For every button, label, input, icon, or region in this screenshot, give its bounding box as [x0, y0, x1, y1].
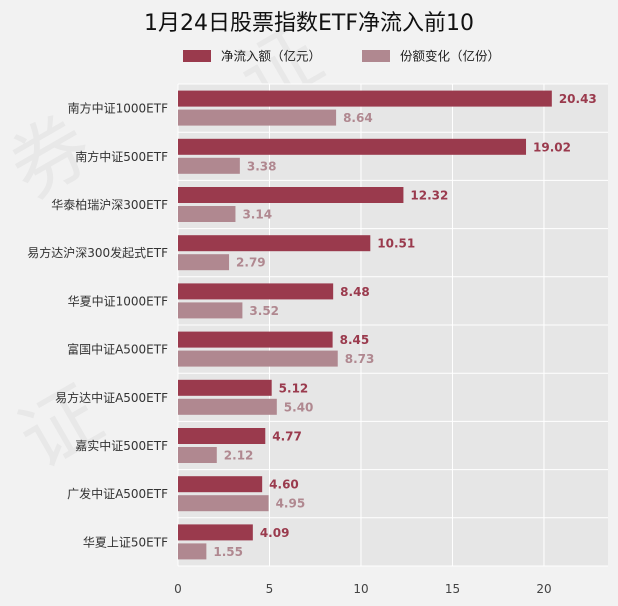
bar-net-inflow: [178, 476, 263, 493]
value-label-share-change: 3.52: [249, 304, 279, 318]
bar-share-change: [178, 350, 338, 367]
value-label-net-inflow: 20.43: [559, 92, 597, 106]
value-label-net-inflow: 4.09: [260, 526, 290, 540]
bar-share-change: [178, 543, 207, 560]
x-tick-label: 0: [174, 582, 182, 596]
bar-net-inflow: [178, 283, 334, 300]
category-label: 广发中证A500ETF: [67, 486, 168, 501]
legend-swatch-net-inflow: [183, 50, 211, 62]
bar-share-change: [178, 398, 277, 415]
category-label: 易方达中证A500ETF: [55, 390, 168, 405]
value-label-net-inflow: 12.32: [410, 189, 448, 203]
bar-net-inflow: [178, 524, 253, 541]
value-label-share-change: 3.14: [242, 208, 272, 222]
x-tick-label: 5: [266, 582, 274, 596]
grid: [177, 83, 608, 567]
category-label: 嘉实中证500ETF: [75, 438, 168, 453]
bar-net-inflow: [178, 187, 404, 203]
category-label: 南方中证500ETF: [75, 149, 168, 164]
category-labels: 南方中证1000ETF 南方中证500ETF 华泰柏瑞沪深300ETF 易方达沪深30…: [27, 101, 168, 550]
x-tick-label: 10: [353, 582, 368, 596]
value-label-net-inflow: 19.02: [533, 140, 571, 154]
legend-label-net-inflow: 净流入额（亿元）: [221, 49, 321, 64]
value-label-share-change: 8.73: [345, 352, 375, 366]
bar-share-change: [178, 495, 269, 512]
value-label-net-inflow: 5.12: [279, 381, 309, 395]
value-labels: 20.43 8.64 19.02 3.38 12.32 3.14 10.51 2.79 8.48…: [213, 92, 596, 559]
value-label-net-inflow: 4.60: [269, 478, 299, 492]
value-label-net-inflow: 8.45: [340, 333, 370, 347]
value-label-share-change: 2.12: [224, 449, 254, 463]
category-label: 华夏上证50ETF: [83, 535, 168, 549]
value-label-share-change: 4.95: [276, 497, 306, 511]
value-label-share-change: 3.38: [247, 159, 277, 173]
bar-net-inflow: [178, 235, 371, 252]
value-label-net-inflow: 4.77: [272, 430, 302, 444]
chart-title: 1月24日股票指数ETF净流入前10: [144, 11, 474, 36]
bar-net-inflow: [178, 90, 552, 107]
value-label-net-inflow: 10.51: [377, 237, 415, 251]
value-label-share-change: 5.40: [284, 400, 314, 414]
value-label-share-change: 2.79: [236, 256, 266, 270]
bars: [178, 90, 552, 560]
bar-share-change: [178, 447, 217, 463]
category-label: 华泰柏瑞沪深300ETF: [51, 197, 168, 212]
bar-net-inflow: [178, 379, 272, 396]
category-label: 富国中证A500ETF: [67, 342, 168, 357]
category-label: 华夏中证1000ETF: [68, 293, 168, 308]
bar-share-change: [178, 157, 240, 174]
bar-share-change: [178, 254, 230, 271]
legend: 净流入额（亿元） 份额变化（亿份）: [183, 49, 500, 64]
value-label-net-inflow: 8.48: [340, 285, 370, 299]
x-tick-label: 20: [536, 582, 551, 596]
bar-net-inflow: [178, 138, 527, 155]
category-label: 易方达沪深300发起式ETF: [27, 245, 168, 260]
value-label-share-change: 8.64: [343, 111, 373, 125]
x-tick-label: 15: [445, 582, 460, 596]
bar-net-inflow: [178, 428, 266, 444]
legend-swatch-share-change: [362, 50, 390, 62]
bar-share-change: [178, 302, 243, 319]
x-axis-ticks: 0 5 10 15 20: [174, 582, 551, 596]
watermark-glyph: 证: [5, 370, 118, 487]
category-label: 南方中证1000ETF: [68, 101, 168, 116]
value-label-share-change: 1.55: [213, 545, 243, 559]
bar-net-inflow: [178, 331, 333, 348]
bar-share-change: [178, 206, 236, 222]
legend-label-share-change: 份额变化（亿份）: [400, 49, 500, 64]
bar-share-change: [178, 109, 337, 126]
